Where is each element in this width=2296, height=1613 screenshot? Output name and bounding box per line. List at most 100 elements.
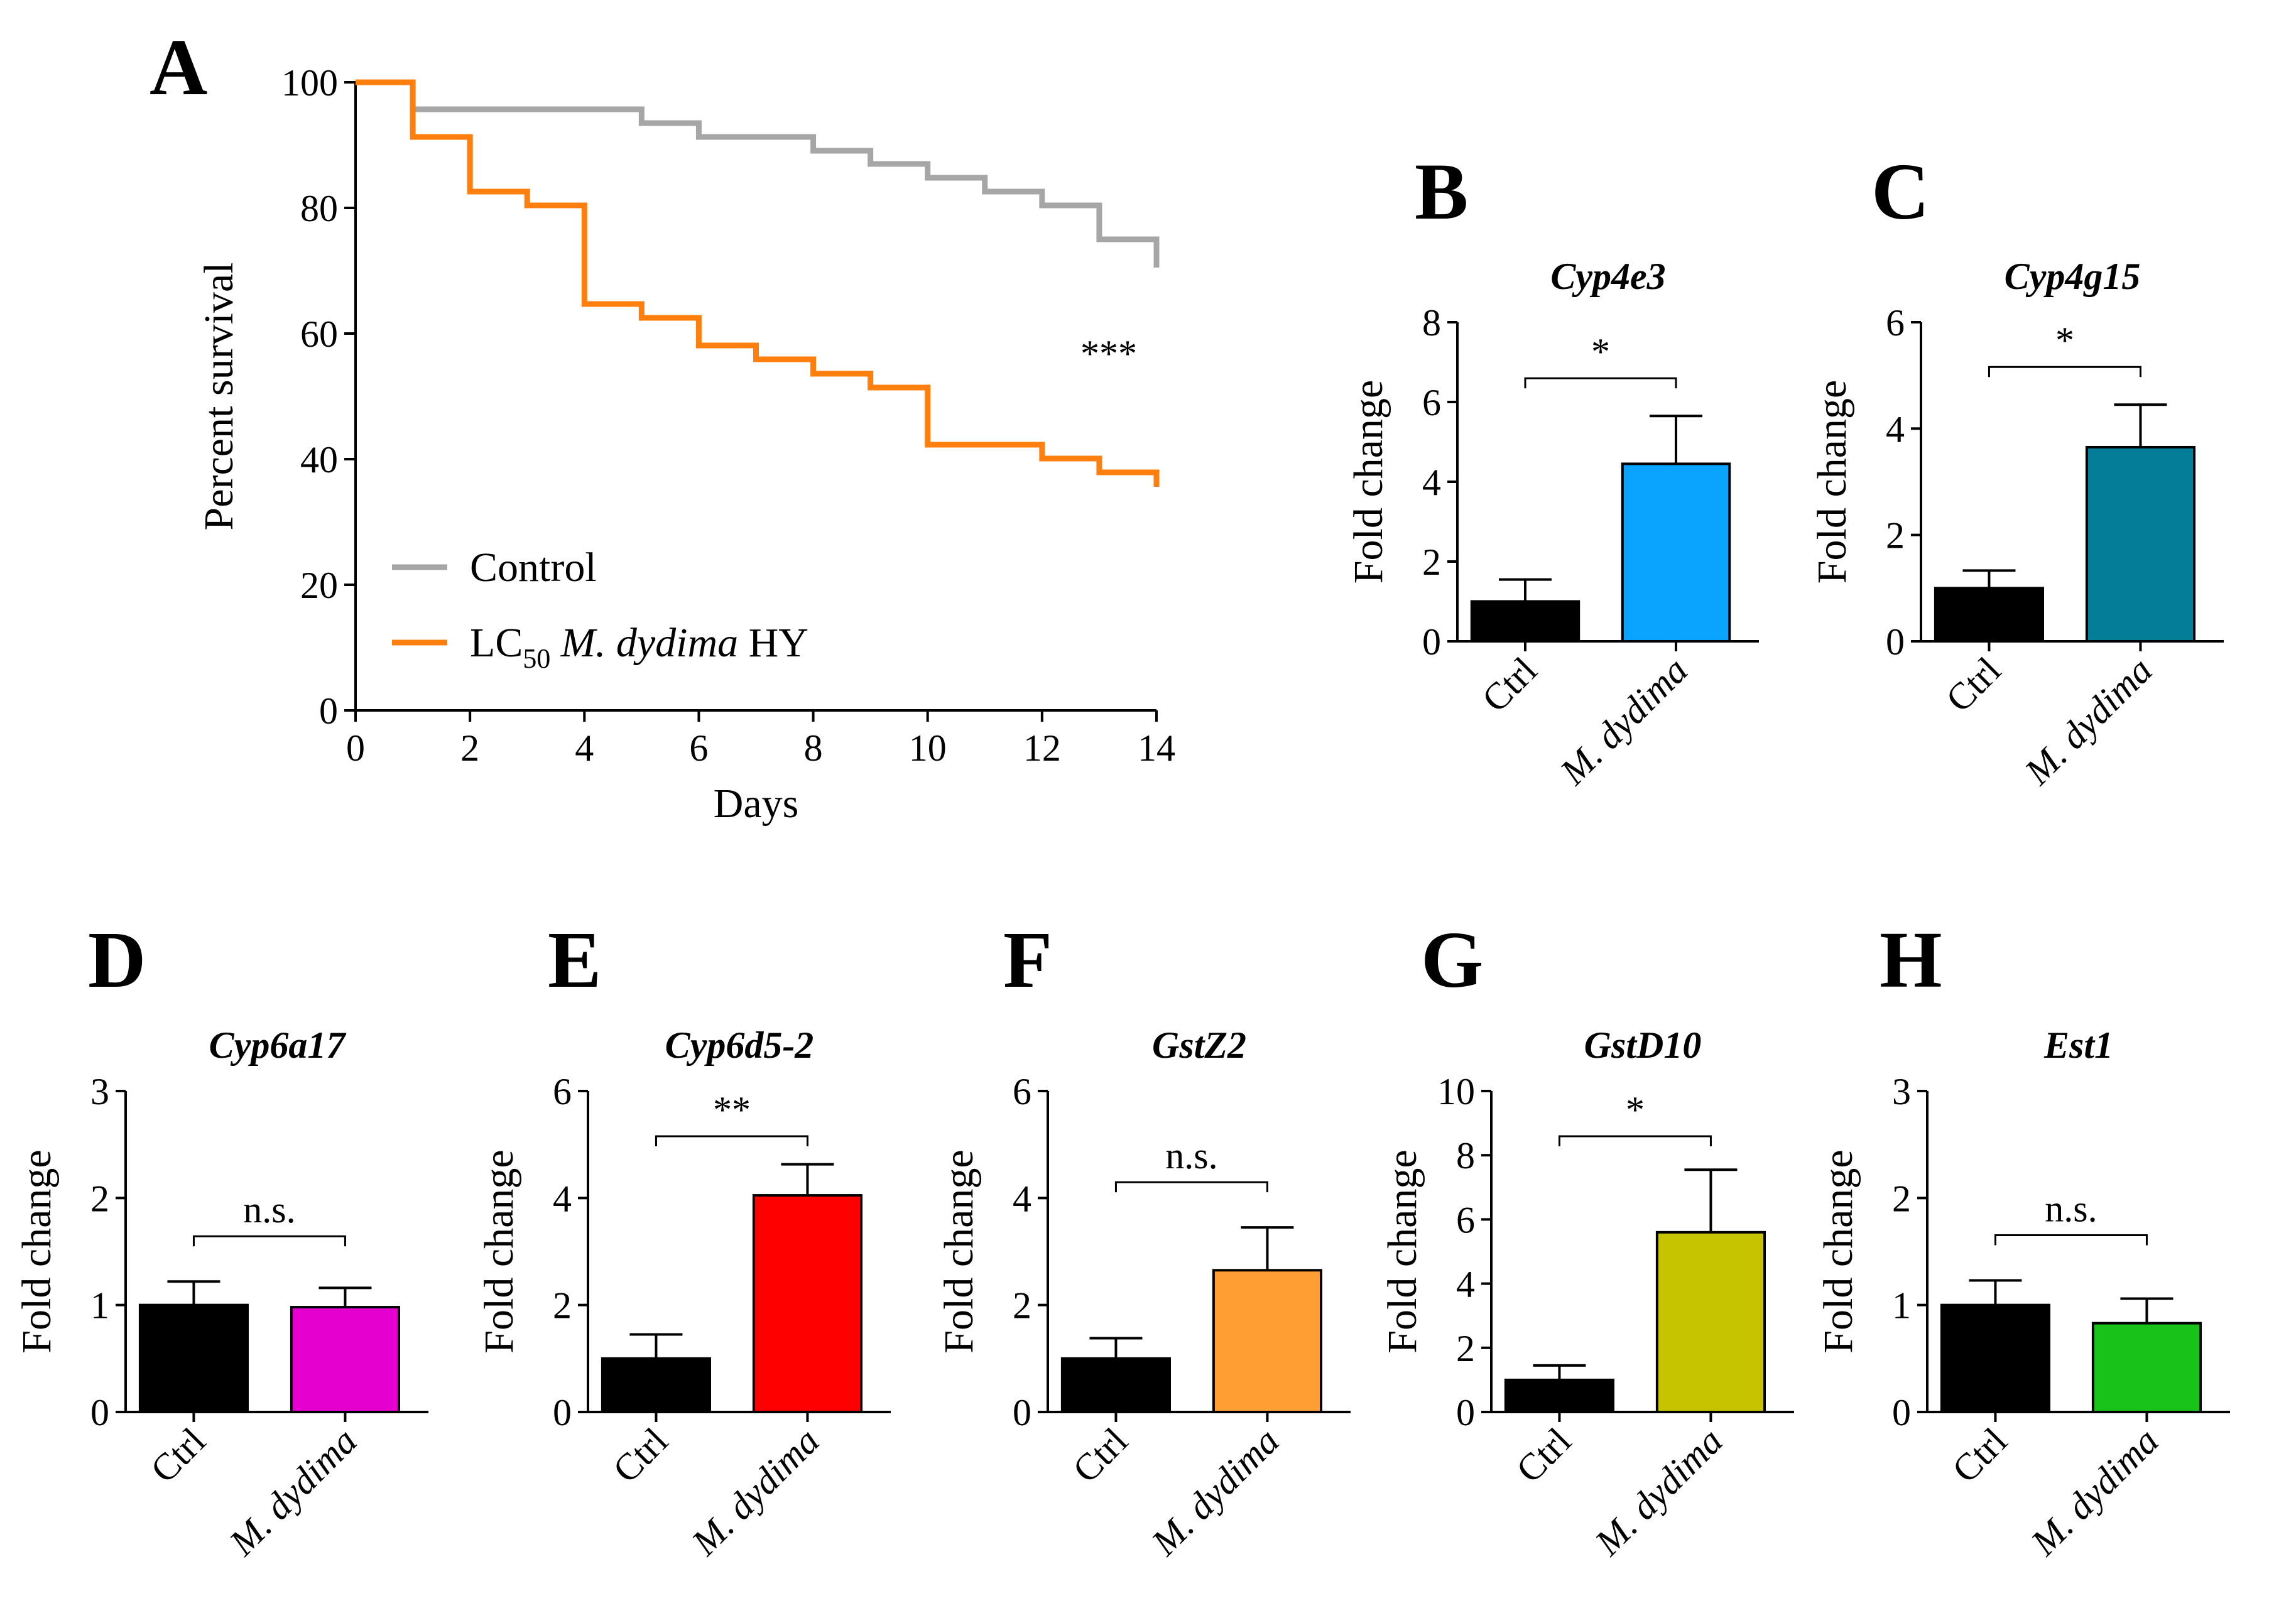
- bar-ctrl: [1940, 1303, 2051, 1414]
- gene-title-G: GstD10: [1584, 1024, 1702, 1066]
- legend-label-species: M. dydima: [550, 620, 738, 666]
- gene-title-F: GstZ2: [1152, 1024, 1246, 1066]
- bar-ctrl: [1504, 1378, 1615, 1413]
- y-tick-label: 0: [1886, 621, 1905, 663]
- gene-title-H: Est1: [2043, 1024, 2113, 1066]
- panel-letter-A: A: [150, 23, 207, 112]
- panel-letter-E: E: [548, 915, 601, 1004]
- significance-bracket: [655, 1135, 808, 1146]
- x-tick-label: 12: [1023, 727, 1061, 769]
- y-tick-label: 4: [1456, 1264, 1475, 1305]
- y-tick-label: 0: [1892, 1392, 1911, 1433]
- survival-line-control: [356, 79, 1160, 268]
- y-tick-label: 40: [300, 439, 338, 481]
- y-tick-label: 6: [1456, 1199, 1475, 1241]
- bar-ctrl: [601, 1357, 712, 1413]
- y-tick-label: 3: [90, 1071, 109, 1112]
- panel-letter-B: B: [1415, 147, 1468, 236]
- y-tick-label: 80: [300, 188, 338, 229]
- significance-marker-C: *: [2055, 320, 2074, 361]
- y-tick-label: 6: [1013, 1071, 1031, 1112]
- y-tick-label: 6: [1422, 382, 1441, 423]
- y-tick-label: 8: [1422, 302, 1441, 344]
- x-tick-label: 14: [1138, 727, 1175, 769]
- y-tick-label: 0: [1422, 621, 1441, 663]
- significance-bracket: [1524, 377, 1677, 389]
- panel-letter-G: G: [1421, 915, 1484, 1004]
- legend-label-prefix: LC: [470, 620, 523, 666]
- y-tick-label: 60: [300, 313, 338, 355]
- bar-ctrl: [1470, 600, 1581, 643]
- legend-label-treatment: LC50 M. dydima HY: [470, 620, 808, 674]
- x-tick-label: 4: [575, 727, 594, 769]
- y-axis-title: Fold change: [476, 1149, 522, 1353]
- significance-marker-H: n.s.: [2045, 1188, 2097, 1229]
- significance-bracket: [1558, 1135, 1712, 1146]
- y-tick-label: 2: [1456, 1328, 1475, 1369]
- y-tick-label: 0: [553, 1392, 572, 1433]
- significance-bracket: [1988, 366, 2141, 377]
- legend-label-control: Control: [470, 545, 597, 590]
- y-tick-label: 20: [300, 565, 338, 606]
- gene-title-E: Cyp6d5-2: [665, 1024, 814, 1066]
- bar-treatment: [1212, 1269, 1323, 1414]
- y-tick-label: 2: [1422, 541, 1441, 583]
- significance-marker-B: *: [1591, 331, 1610, 372]
- y-tick-label: 1: [1892, 1285, 1911, 1327]
- bar-ctrl: [1934, 587, 2045, 643]
- gene-title-D: Cyp6a17: [209, 1024, 347, 1066]
- panel-letter-F: F: [1003, 915, 1052, 1004]
- panel-letter-C: C: [1871, 147, 1929, 236]
- y-axis-title: Fold change: [14, 1149, 60, 1353]
- bar-treatment: [2091, 1322, 2202, 1413]
- x-tick-label: 8: [804, 727, 823, 769]
- bar-treatment: [1655, 1230, 1766, 1413]
- x-tick-label: 0: [346, 727, 365, 769]
- significance-marker-E: **: [713, 1089, 751, 1131]
- bar-treatment: [290, 1306, 401, 1413]
- y-tick-label: 6: [1886, 302, 1905, 344]
- bar-treatment: [1621, 462, 1731, 643]
- gene-title-B: Cyp4e3: [1550, 256, 1665, 297]
- y-tick-label: 0: [1013, 1392, 1031, 1433]
- y-tick-label: 4: [1013, 1178, 1031, 1219]
- legend-label-suffix: HY: [738, 620, 808, 666]
- significance-marker-G: *: [1626, 1089, 1645, 1131]
- bar-treatment: [2085, 445, 2196, 643]
- significance-bracket: [192, 1235, 346, 1247]
- y-axis-title: Fold change: [1379, 1149, 1425, 1353]
- y-axis-title: Fold change: [1346, 380, 1391, 584]
- y-tick-label: 0: [1456, 1392, 1475, 1433]
- significance-bracket: [1114, 1181, 1268, 1193]
- y-tick-label: 1: [90, 1285, 109, 1327]
- y-tick-label: 2: [1892, 1178, 1911, 1219]
- y-tick-label: 8: [1456, 1135, 1475, 1176]
- bar-ctrl: [1060, 1357, 1172, 1413]
- y-axis-title: Fold change: [1809, 380, 1855, 584]
- y-tick-label: 2: [553, 1285, 572, 1327]
- y-tick-label: 10: [1437, 1071, 1475, 1112]
- significance-bracket: [1994, 1234, 2148, 1246]
- y-tick-label: 2: [1013, 1285, 1031, 1327]
- y-tick-label: 4: [553, 1178, 572, 1219]
- y-tick-label: 6: [553, 1071, 572, 1112]
- survival-line-treatment: [356, 79, 1160, 487]
- x-tick-label: 6: [689, 727, 708, 769]
- x-axis-title: Days: [714, 781, 799, 827]
- panel-letter-D: D: [88, 915, 146, 1004]
- y-tick-label: 3: [1892, 1071, 1911, 1112]
- y-axis-title: Percent survival: [196, 262, 242, 530]
- y-tick-label: 4: [1422, 462, 1441, 503]
- gene-title-C: Cyp4g15: [2005, 256, 2141, 297]
- panel-A: A 0 20 40 60 80 100 0 2 4 6 8 10 12 14 Days Percent surv…: [150, 23, 1175, 827]
- panel-letter-H: H: [1880, 915, 1942, 1004]
- significance-marker-D: n.s.: [243, 1189, 295, 1230]
- y-tick-label: 2: [1886, 515, 1905, 557]
- significance-marker-F: n.s.: [1165, 1135, 1217, 1176]
- y-tick-label: 2: [90, 1178, 109, 1219]
- bar-ctrl: [138, 1303, 249, 1414]
- x-tick-label: 2: [460, 727, 479, 769]
- bar-treatment: [752, 1194, 863, 1413]
